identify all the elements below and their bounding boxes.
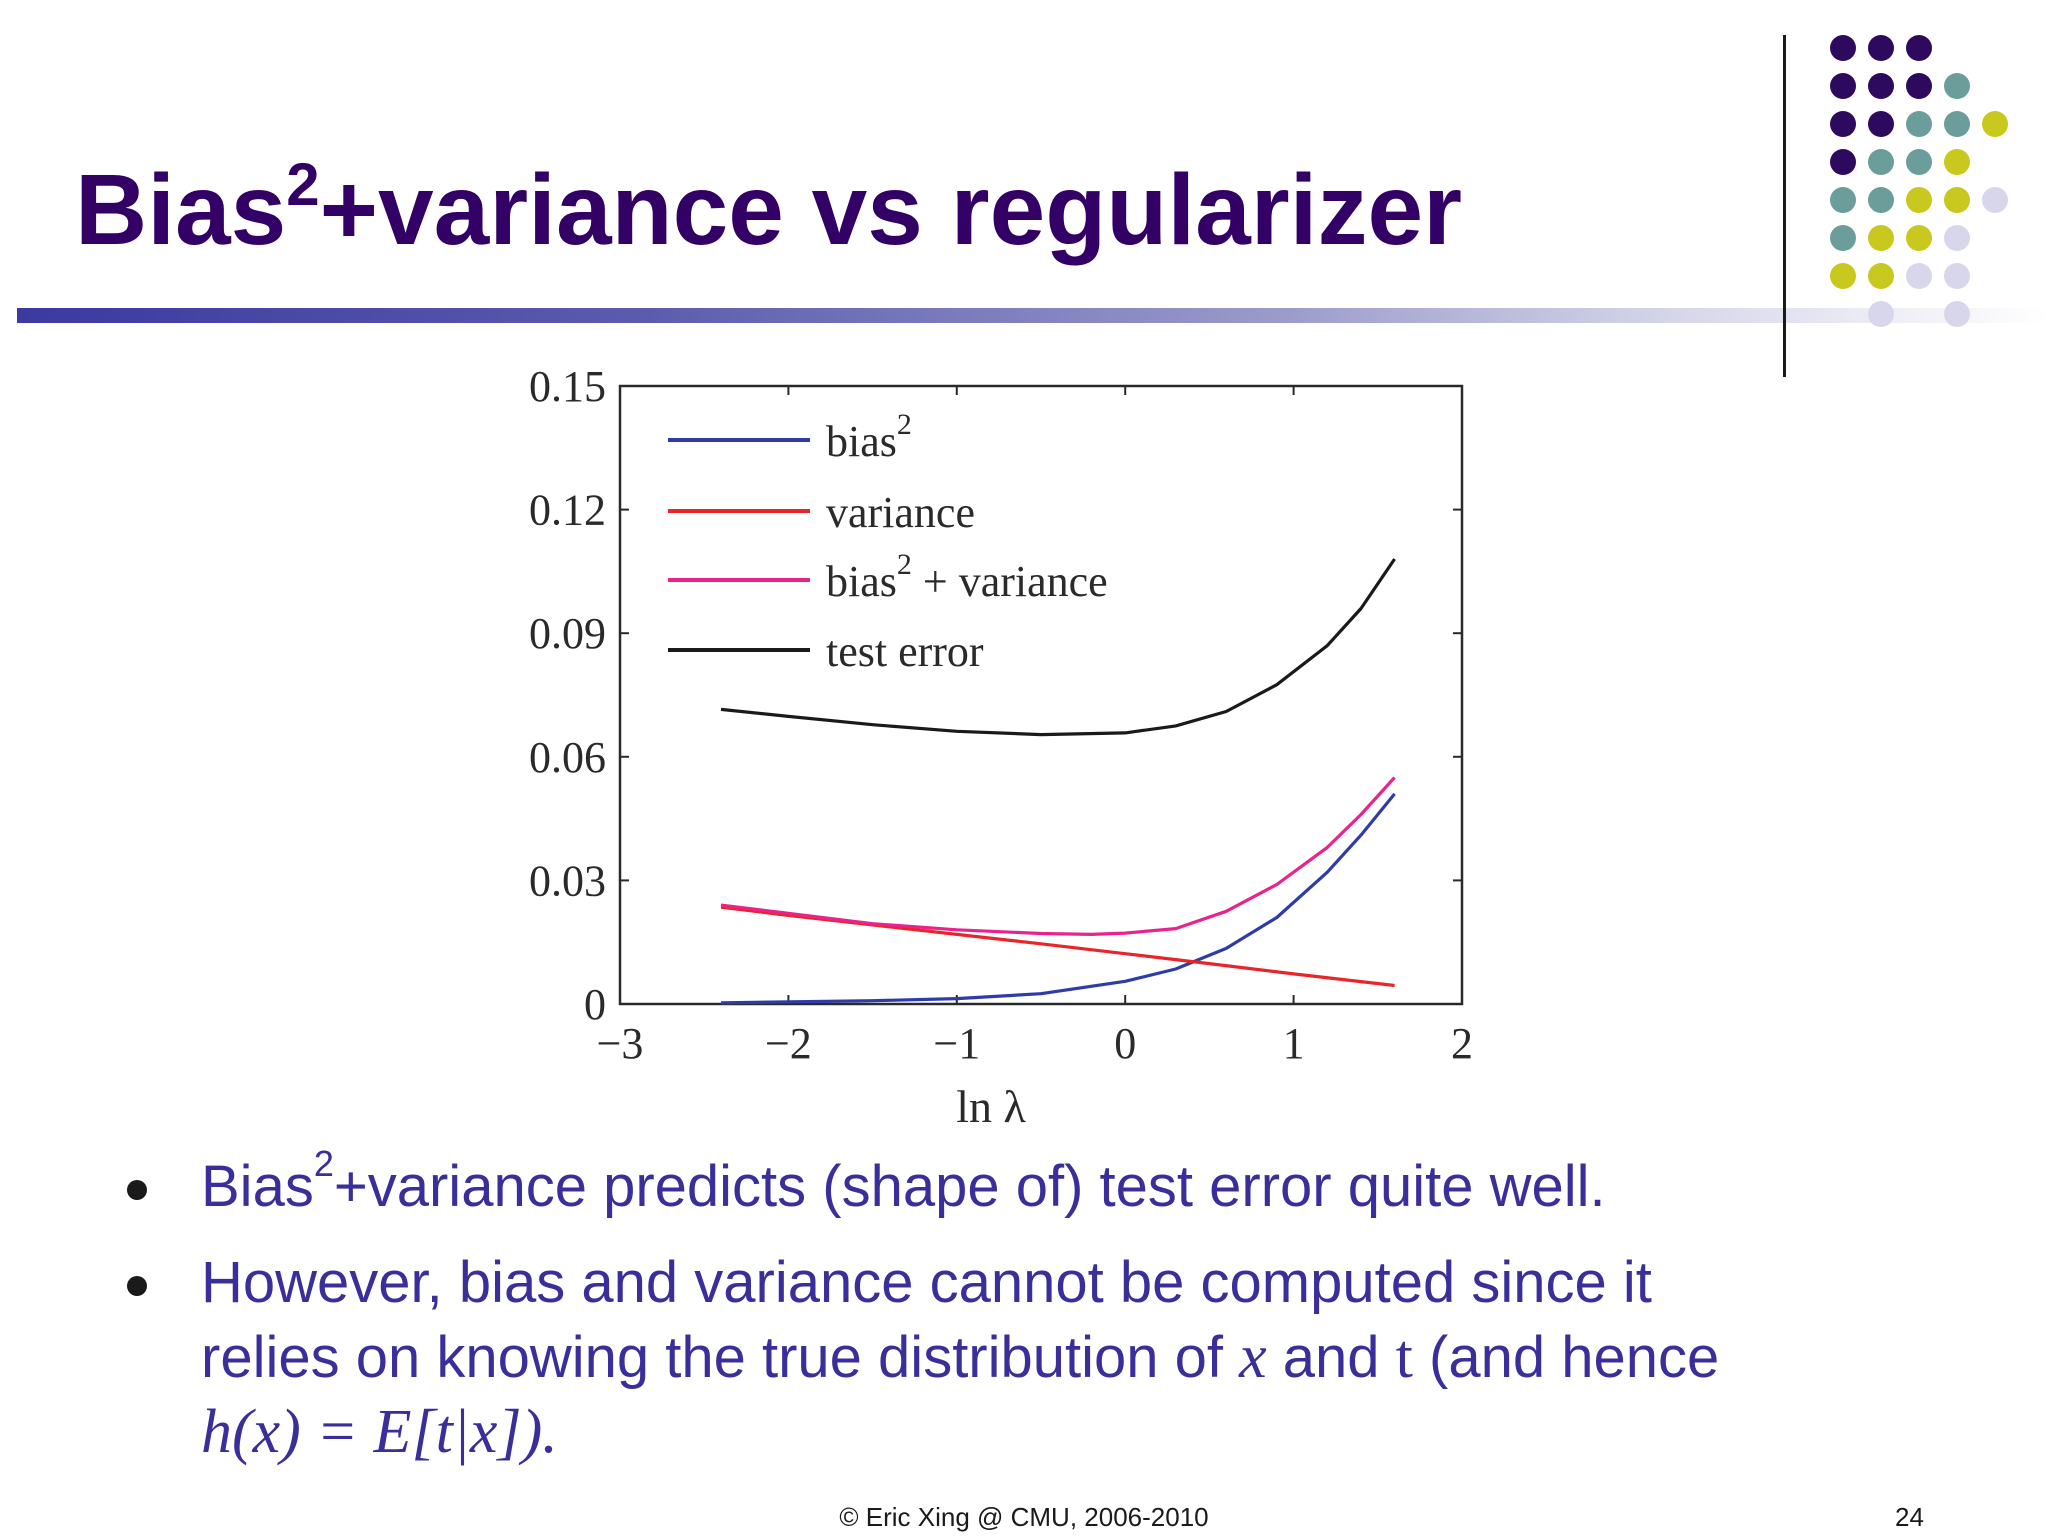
bullet-marker bbox=[127, 1180, 147, 1200]
decor-dot bbox=[1906, 225, 1932, 251]
decor-dot bbox=[1982, 187, 2008, 213]
decor-dot bbox=[1906, 111, 1932, 137]
legend-label: variance bbox=[826, 488, 975, 537]
x-tick-label: 0 bbox=[1114, 1019, 1136, 1068]
bullet-line-2b: and bbox=[1266, 1325, 1396, 1390]
legend-label-text: test error bbox=[826, 627, 984, 676]
legend-label-text: bias bbox=[826, 417, 897, 466]
legend-label-superscript: 2 bbox=[897, 548, 912, 581]
math-formula: h(x) = E[t|x]). bbox=[201, 1398, 558, 1466]
bullet-item: However, bias and variance cannot be com… bbox=[115, 1246, 1915, 1470]
decor-vertical-rule bbox=[1783, 35, 1786, 377]
x-tick-label: −1 bbox=[933, 1019, 980, 1068]
y-tick-label: 0.09 bbox=[529, 609, 606, 658]
series-line-3 bbox=[720, 558, 1396, 737]
decor-dot bbox=[1944, 111, 1970, 137]
decor-dot bbox=[1830, 35, 1856, 61]
footer-copyright: © Eric Xing @ CMU, 2006-2010 bbox=[839, 1502, 1209, 1532]
decor-dot bbox=[1944, 301, 1970, 327]
math-t: t bbox=[1395, 1323, 1413, 1391]
decor-dot bbox=[1830, 149, 1856, 175]
y-tick-label: 0.12 bbox=[529, 486, 606, 535]
slide-title: Bias2+variance vs regularizer bbox=[75, 155, 1462, 261]
title-text: Bias bbox=[75, 154, 287, 266]
y-tick-label: 0 bbox=[584, 980, 606, 1029]
decor-dot bbox=[1944, 263, 1970, 289]
decor-dot-grid bbox=[1830, 35, 2008, 327]
decor-dot bbox=[1944, 187, 1970, 213]
decor-dot bbox=[1868, 263, 1894, 289]
bullet-text: Bias bbox=[201, 1154, 314, 1219]
title-gradient-rule bbox=[17, 308, 2048, 323]
bullet-item: Bias2+variance predicts (shape of) test … bbox=[115, 1146, 1915, 1224]
legend-label-text: variance bbox=[826, 488, 975, 537]
decor-dot bbox=[1982, 111, 2008, 137]
decor-dot bbox=[1906, 73, 1932, 99]
bullet-line-1: However, bias and variance cannot be com… bbox=[201, 1250, 1652, 1315]
y-tick-label: 0.15 bbox=[529, 362, 606, 411]
decor-dot bbox=[1868, 187, 1894, 213]
decor-dot bbox=[1830, 187, 1856, 213]
math-x: x bbox=[1239, 1323, 1267, 1391]
decor-dot bbox=[1868, 149, 1894, 175]
bullet-line-2a: relies on knowing the true distribution … bbox=[201, 1325, 1240, 1390]
bullet-superscript: 2 bbox=[313, 1143, 334, 1184]
x-tick-label: −2 bbox=[765, 1019, 812, 1068]
x-axis-label: ln λ bbox=[956, 1081, 1026, 1132]
bullet-marker bbox=[127, 1276, 147, 1296]
decor-dot bbox=[1906, 187, 1932, 213]
x-tick-label: 2 bbox=[1451, 1019, 1473, 1068]
decor-dot bbox=[1868, 111, 1894, 137]
x-tick-label: −3 bbox=[597, 1019, 644, 1068]
decor-dot bbox=[1868, 225, 1894, 251]
legend-label: test error bbox=[826, 627, 984, 676]
legend-label-text: bias bbox=[826, 557, 897, 606]
decor-dot bbox=[1906, 35, 1932, 61]
title-text-suffix: +variance vs regularizer bbox=[319, 154, 1462, 266]
decor-dot bbox=[1830, 225, 1856, 251]
decor-dot bbox=[1906, 149, 1932, 175]
title-superscript: 2 bbox=[286, 151, 320, 218]
bullet-line-2c: (and hence bbox=[1412, 1325, 1720, 1390]
decor-dot bbox=[1868, 35, 1894, 61]
legend-label-superscript: 2 bbox=[897, 408, 912, 441]
series-line-1 bbox=[720, 905, 1395, 988]
series-line-2 bbox=[720, 776, 1396, 936]
legend-label: bias2 bbox=[826, 408, 912, 466]
legend-label: bias2 + variance bbox=[826, 548, 1108, 606]
bullet-text-suffix: +variance predicts (shape of) test error… bbox=[333, 1154, 1606, 1219]
decor-dot bbox=[1830, 263, 1856, 289]
decor-dot bbox=[1868, 301, 1894, 327]
plot-frame bbox=[618, 384, 1464, 1006]
y-tick-label: 0.06 bbox=[529, 733, 606, 782]
decor-dot bbox=[1944, 225, 1970, 251]
decor-dot bbox=[1906, 263, 1932, 289]
y-tick-label: 0.03 bbox=[529, 856, 606, 905]
decor-dot bbox=[1830, 111, 1856, 137]
decor-dot bbox=[1944, 149, 1970, 175]
bullet-list: Bias2+variance predicts (shape of) test … bbox=[115, 1146, 1915, 1492]
decor-dot bbox=[1868, 73, 1894, 99]
x-tick-label: 1 bbox=[1283, 1019, 1305, 1068]
legend-label-suffix: + variance bbox=[912, 557, 1108, 606]
decor-dot bbox=[1944, 73, 1970, 99]
decor-dot bbox=[1830, 73, 1856, 99]
page-number: 24 bbox=[1895, 1502, 1924, 1532]
series-line-0 bbox=[720, 792, 1396, 1005]
